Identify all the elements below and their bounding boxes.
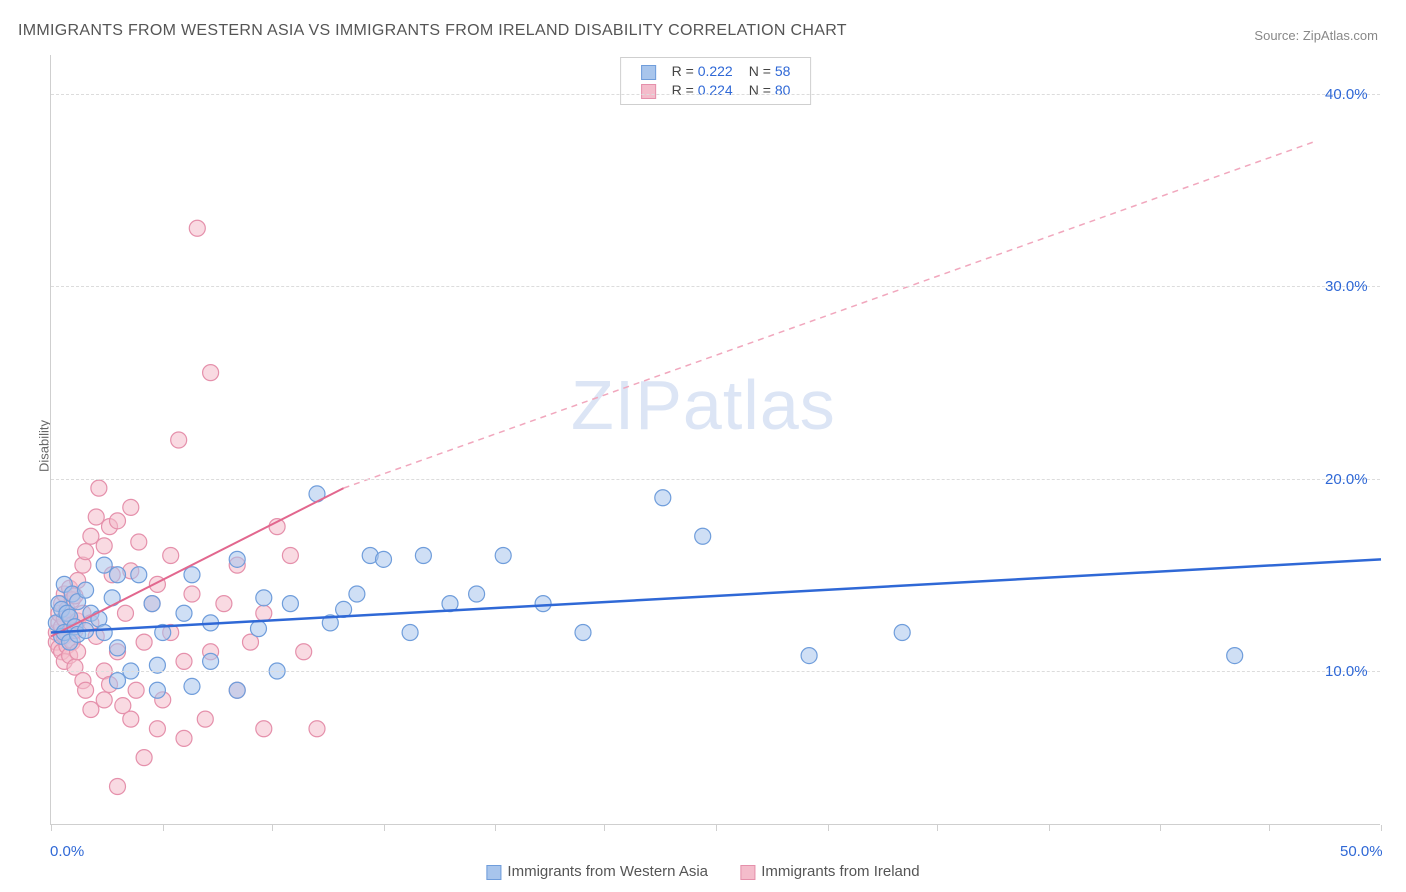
data-point [117, 605, 133, 621]
data-point [96, 692, 112, 708]
data-point [575, 625, 591, 641]
plot-area: ZIPatlas R = 0.222 N = 58 R = 0.224 N = … [50, 55, 1380, 825]
data-point [171, 432, 187, 448]
data-point [282, 548, 298, 564]
data-point [136, 634, 152, 650]
data-point [91, 480, 107, 496]
data-point [96, 538, 112, 554]
data-point [110, 640, 126, 656]
x-tick-label: 0.0% [50, 843, 84, 860]
data-point [96, 557, 112, 573]
data-point [184, 567, 200, 583]
data-point [1227, 648, 1243, 664]
data-point [655, 490, 671, 506]
data-point [495, 548, 511, 564]
data-point [78, 682, 94, 698]
data-point [203, 653, 219, 669]
data-point [216, 596, 232, 612]
data-point [149, 682, 165, 698]
data-point [282, 596, 298, 612]
data-point [184, 678, 200, 694]
data-point [402, 625, 418, 641]
source-label: Source: [1254, 28, 1299, 43]
data-point [229, 551, 245, 567]
data-point [131, 567, 147, 583]
data-point [110, 779, 126, 795]
y-tick-label: 10.0% [1325, 663, 1368, 680]
data-point [128, 682, 144, 698]
data-point [184, 586, 200, 602]
data-point [296, 644, 312, 660]
y-tick-label: 20.0% [1325, 471, 1368, 488]
legend-item-ireland: Immigrants from Ireland [740, 863, 919, 880]
data-point [695, 528, 711, 544]
data-point [176, 653, 192, 669]
data-point [83, 528, 99, 544]
data-point [176, 730, 192, 746]
swatch-western-asia-icon [486, 865, 501, 880]
source-attribution: Source: ZipAtlas.com [1254, 28, 1378, 43]
scatter-svg [51, 55, 1380, 824]
data-point [110, 567, 126, 583]
chart-container: IMMIGRANTS FROM WESTERN ASIA VS IMMIGRAN… [0, 0, 1406, 892]
data-point [894, 625, 910, 641]
data-point [149, 721, 165, 737]
data-point [250, 621, 266, 637]
data-point [88, 509, 104, 525]
data-point [110, 673, 126, 689]
data-point [469, 586, 485, 602]
data-point [123, 711, 139, 727]
data-point [801, 648, 817, 664]
data-point [376, 551, 392, 567]
data-point [415, 548, 431, 564]
data-point [123, 499, 139, 515]
data-point [203, 365, 219, 381]
trend-line [344, 142, 1315, 489]
data-point [197, 711, 213, 727]
legend-label-western-asia: Immigrants from Western Asia [507, 863, 708, 880]
legend-label-ireland: Immigrants from Ireland [761, 863, 919, 880]
source-link[interactable]: ZipAtlas.com [1303, 28, 1378, 43]
data-point [256, 721, 272, 737]
data-point [144, 596, 160, 612]
data-point [96, 625, 112, 641]
data-point [309, 721, 325, 737]
data-point [163, 548, 179, 564]
data-point [110, 513, 126, 529]
x-tick-label: 50.0% [1340, 843, 1383, 860]
data-point [256, 590, 272, 606]
series-legend: Immigrants from Western Asia Immigrants … [472, 863, 933, 880]
trend-line [51, 559, 1381, 632]
y-tick-label: 40.0% [1325, 86, 1368, 103]
data-point [136, 750, 152, 766]
data-point [535, 596, 551, 612]
data-point [83, 702, 99, 718]
legend-item-western-asia: Immigrants from Western Asia [486, 863, 712, 880]
data-point [189, 220, 205, 236]
data-point [78, 544, 94, 560]
data-point [256, 605, 272, 621]
chart-title: IMMIGRANTS FROM WESTERN ASIA VS IMMIGRAN… [18, 22, 847, 40]
data-point [78, 582, 94, 598]
data-point [176, 605, 192, 621]
data-point [131, 534, 147, 550]
data-point [229, 682, 245, 698]
swatch-ireland-icon [740, 865, 755, 880]
y-tick-label: 30.0% [1325, 278, 1368, 295]
data-point [349, 586, 365, 602]
